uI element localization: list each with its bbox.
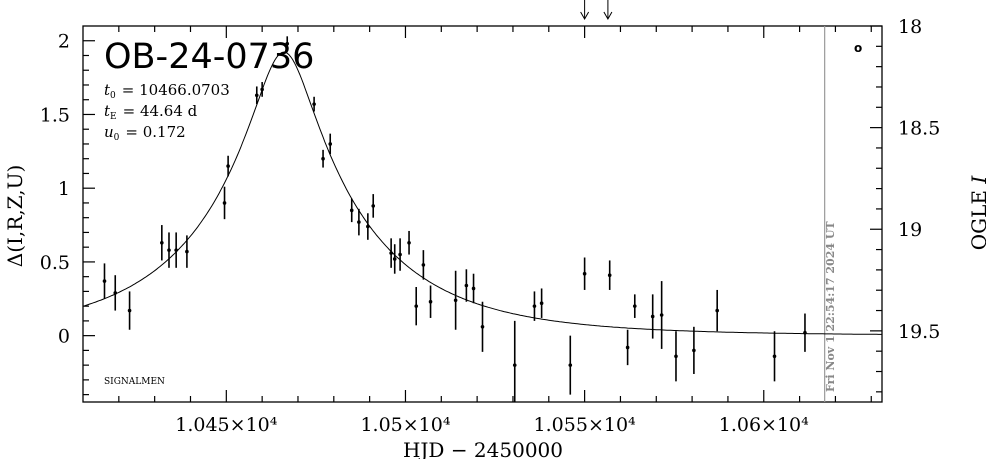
data-point xyxy=(285,41,290,46)
data-point xyxy=(692,348,696,353)
data-point xyxy=(715,308,719,313)
data-point xyxy=(803,330,807,335)
footer-tag: SIGNALMEN xyxy=(104,377,165,387)
x-axis-label: HJD − 2450000 xyxy=(403,438,563,459)
data-point xyxy=(532,304,537,308)
data-point xyxy=(113,291,118,295)
data-point xyxy=(349,208,354,213)
data-points xyxy=(102,36,807,402)
data-point xyxy=(174,248,178,252)
param-u0: u0 = 0.172 xyxy=(104,123,186,143)
data-point xyxy=(260,87,264,92)
svg-text:u0= 0.172: u0 = 0.172 xyxy=(104,123,186,143)
svg-text:tE= 44.64 d: tE = 44.64 d xyxy=(104,102,198,122)
x-tick-label: 1.045×10⁴ xyxy=(175,414,277,436)
chart-title: OB-24-0736 xyxy=(104,37,314,77)
data-point xyxy=(222,201,227,205)
data-point xyxy=(428,299,433,304)
data-point xyxy=(127,308,132,313)
corner-mark: o xyxy=(854,41,862,55)
x-tick-label: 1.05×10⁴ xyxy=(360,414,450,436)
data-point xyxy=(568,363,573,367)
data-point xyxy=(321,156,325,161)
param-tE: tE = 44.64 d xyxy=(104,102,198,122)
data-point xyxy=(453,298,458,303)
data-point xyxy=(167,248,171,252)
arrow-marker-head xyxy=(580,11,590,21)
data-point xyxy=(185,249,189,254)
y-right-tick-label: 19 xyxy=(898,219,922,241)
y-left-tick-label: 2 xyxy=(58,31,70,53)
axes-group: 1.045×10⁴ 1.05×10⁴ 1.055×10⁴ 1.06×10⁴ 0 0.5 1 1… xyxy=(40,0,940,436)
data-point xyxy=(625,345,630,350)
data-point xyxy=(392,257,397,261)
y-left-tick-label: 1 xyxy=(58,178,70,200)
data-point xyxy=(772,354,777,359)
data-point xyxy=(102,279,107,283)
y-axis-label-left: Δ(I,R,Z,U) xyxy=(3,165,27,267)
data-point xyxy=(421,263,426,267)
data-point xyxy=(328,142,333,146)
data-point xyxy=(480,325,485,329)
y-left-tick-label: 1.5 xyxy=(40,104,70,126)
data-point xyxy=(160,240,164,245)
data-point xyxy=(659,313,664,317)
data-point xyxy=(674,354,678,359)
param-t0: t0 = 10466.0703 xyxy=(104,81,230,101)
data-point xyxy=(312,102,316,106)
x-tick-label: 1.055×10⁴ xyxy=(534,414,636,436)
data-point xyxy=(398,252,402,257)
plot-frame xyxy=(82,25,883,403)
y-right-tick-label: 18.5 xyxy=(898,118,940,140)
svg-text:t0= 10466.0703: t0 = 10466.0703 xyxy=(104,81,230,101)
data-point xyxy=(407,240,411,245)
data-point xyxy=(414,304,419,308)
data-point xyxy=(650,314,655,319)
data-point xyxy=(366,224,370,229)
data-point xyxy=(389,251,393,255)
y-right-tick-label: 19.5 xyxy=(898,321,940,343)
data-point xyxy=(582,271,587,276)
data-point xyxy=(254,93,259,98)
data-point xyxy=(539,301,544,306)
y-left-tick-label: 0.5 xyxy=(40,252,70,274)
data-point xyxy=(632,304,637,308)
data-point xyxy=(464,283,469,288)
data-point xyxy=(226,164,230,168)
arrow-marker-head xyxy=(603,11,613,21)
y-right-tick-label: 18 xyxy=(898,16,922,38)
data-point xyxy=(512,363,517,367)
x-tick-label: 1.06×10⁴ xyxy=(719,414,809,436)
data-point xyxy=(471,286,476,291)
y-left-tick-label: 0 xyxy=(58,326,70,348)
y-axis-label-right: OGLE I xyxy=(967,175,986,251)
data-point xyxy=(371,204,376,208)
data-point xyxy=(357,220,361,224)
data-point xyxy=(607,273,612,277)
timestamp-label: Fri Nov 1 22:54:17 2024 UT xyxy=(824,221,837,392)
